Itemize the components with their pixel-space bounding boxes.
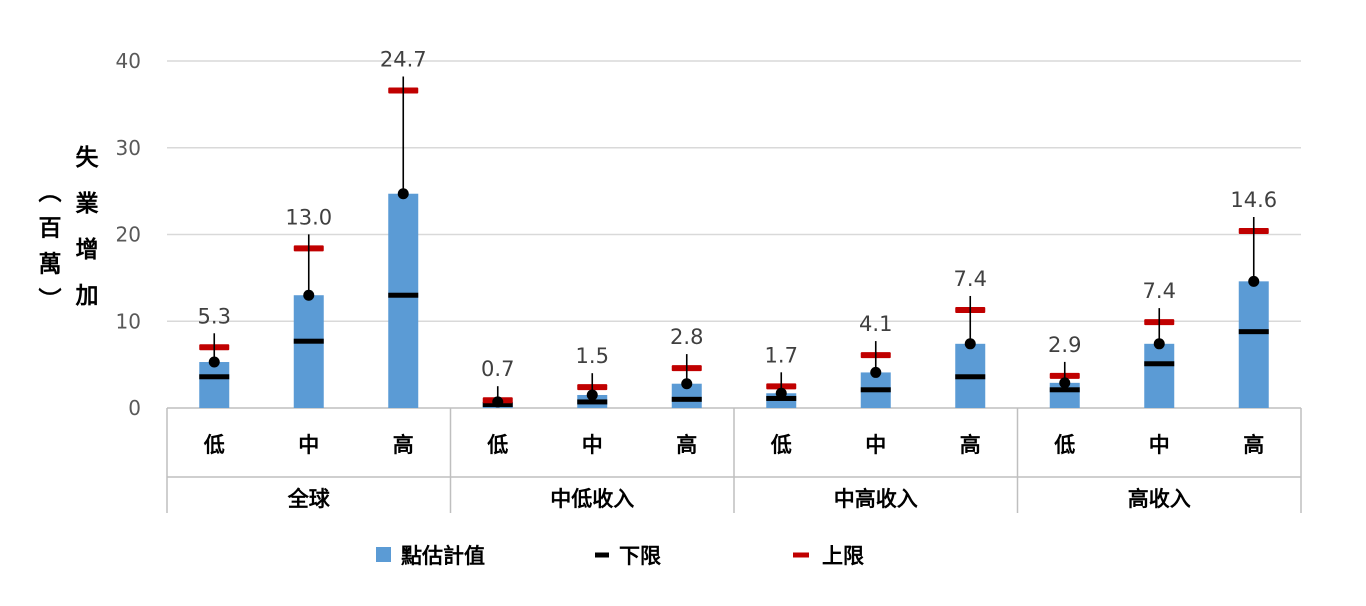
category-label: 低 — [203, 433, 225, 457]
point-marker — [964, 338, 976, 350]
y-axis-title-char: 百 — [34, 216, 61, 239]
point-marker — [586, 389, 598, 401]
y-axis-title-char: 萬 — [34, 252, 61, 275]
category-label: 高 — [393, 433, 414, 457]
bar-estimate — [388, 193, 419, 408]
data-label: 2.9 — [1048, 333, 1081, 357]
point-marker — [397, 188, 409, 200]
point-marker — [492, 396, 504, 408]
category-label: 中 — [298, 433, 319, 457]
y-axis-title-char: 業 — [75, 190, 100, 217]
data-label: 24.7 — [380, 47, 427, 71]
group-label: 全球 — [287, 487, 331, 511]
data-label: 0.7 — [481, 357, 514, 381]
bar-estimate — [1144, 343, 1175, 408]
data-label: 1.5 — [576, 344, 609, 368]
lower-bound-marker — [1049, 387, 1080, 393]
point-marker — [208, 356, 220, 368]
point-marker — [681, 378, 693, 390]
category-label: 高 — [676, 433, 697, 457]
category-label: 高 — [960, 433, 981, 457]
data-label: 4.1 — [859, 312, 892, 336]
y-axis-title-char: ） — [34, 287, 62, 311]
data-label: 5.3 — [198, 304, 231, 328]
y-tick-label: 30 — [116, 136, 141, 160]
group-label: 中高收入 — [834, 487, 918, 511]
data-label: 1.7 — [765, 343, 798, 367]
data-label: 7.4 — [1143, 279, 1176, 303]
lower-bound-marker — [199, 374, 230, 380]
point-marker — [1153, 338, 1165, 350]
group-label: 高收入 — [1128, 487, 1191, 511]
y-tick-label: 20 — [116, 223, 141, 247]
point-marker — [870, 366, 882, 378]
lower-bound-marker — [1238, 329, 1269, 335]
data-label: 2.8 — [670, 325, 703, 349]
legend-swatch-estimate — [376, 547, 391, 562]
lower-bound-marker — [293, 338, 324, 344]
data-label: 7.4 — [954, 267, 987, 291]
point-marker — [1059, 377, 1071, 389]
y-tick-label: 40 — [116, 49, 141, 73]
legend-label-lower: 下限 — [619, 544, 661, 568]
category-label: 低 — [1053, 433, 1075, 457]
legend-swatch-upper — [793, 552, 809, 558]
category-label: 低 — [486, 433, 508, 457]
point-marker — [1248, 275, 1260, 287]
y-tick-label: 0 — [128, 396, 141, 420]
y-axis-title-char: （ — [34, 180, 62, 204]
lower-bound-marker — [671, 396, 702, 402]
bar-estimate — [293, 295, 324, 408]
lower-bound-marker — [860, 387, 891, 393]
category-label: 中 — [865, 433, 886, 457]
legend-label-estimate: 點估計值 — [401, 544, 485, 568]
category-label: 中 — [1149, 433, 1170, 457]
category-label: 低 — [770, 433, 792, 457]
category-label: 高 — [1243, 433, 1264, 457]
lower-bound-marker — [577, 399, 608, 405]
data-label: 13.0 — [285, 205, 332, 229]
lower-bound-marker — [1144, 361, 1175, 367]
lower-bound-marker — [955, 374, 986, 380]
lower-bound-marker — [388, 292, 419, 298]
y-tick-label: 10 — [116, 309, 141, 333]
bar-estimate — [1238, 281, 1269, 408]
category-label: 中 — [582, 433, 603, 457]
data-label: 14.6 — [1230, 188, 1277, 212]
legend-label-upper: 上限 — [822, 544, 864, 568]
bar-estimate — [199, 362, 230, 408]
y-axis-title-char: 失 — [76, 145, 100, 171]
legend-swatch-lower — [595, 552, 609, 558]
point-marker — [775, 387, 787, 399]
point-marker — [303, 289, 315, 301]
y-axis-title-char: 加 — [75, 283, 99, 309]
group-label: 中低收入 — [550, 487, 634, 511]
y-axis-title-char: 增 — [76, 236, 99, 263]
